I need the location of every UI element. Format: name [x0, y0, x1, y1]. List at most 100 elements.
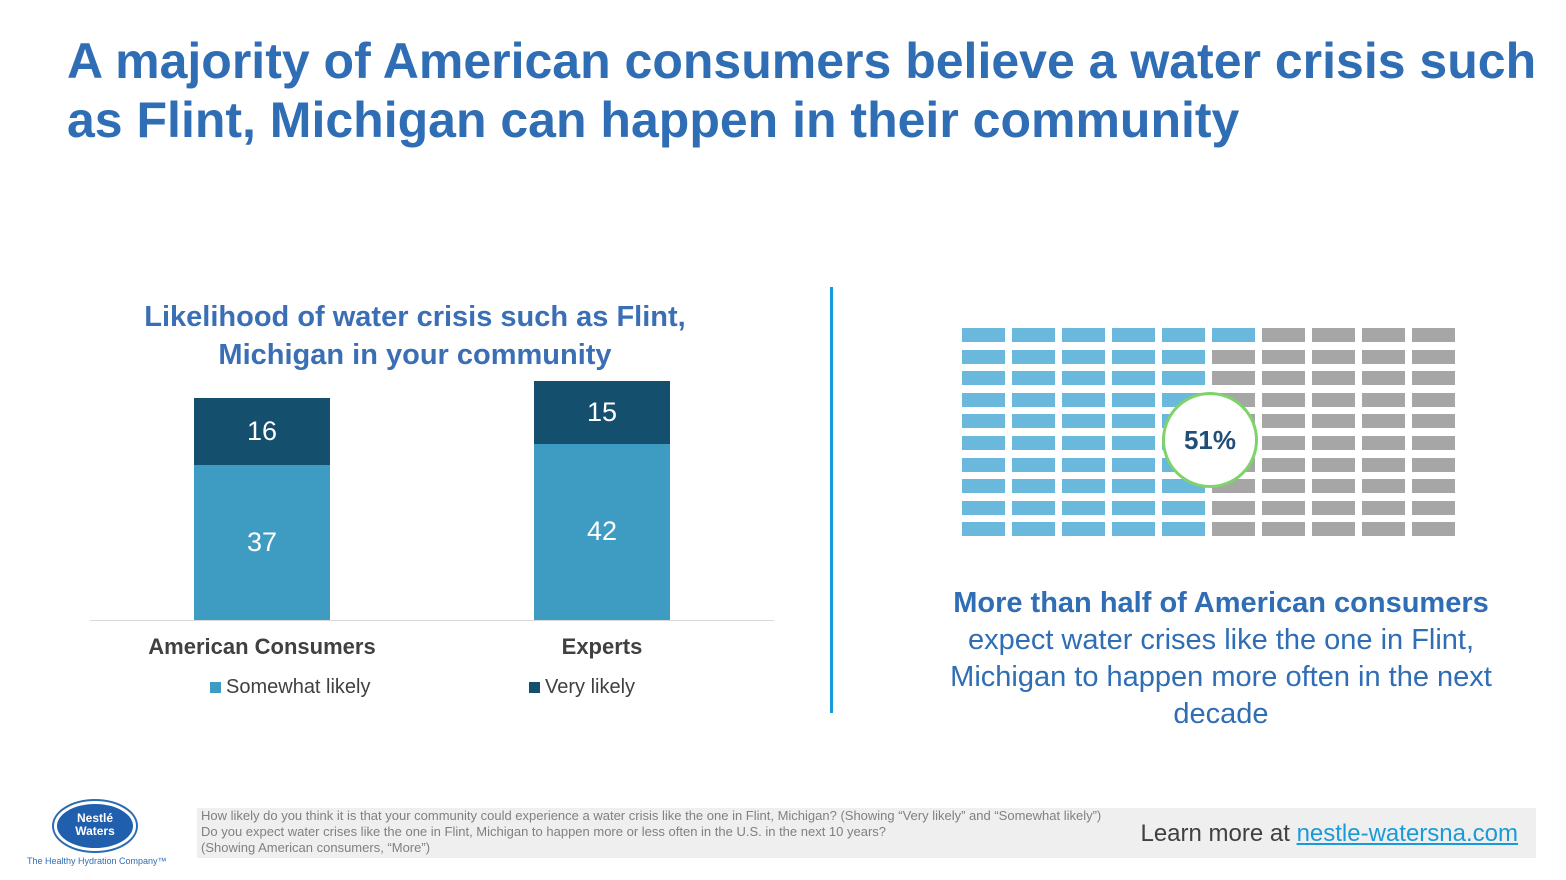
waffle-cell-empty — [1262, 392, 1305, 407]
waffle-cell-empty — [1412, 500, 1455, 515]
waffle-cell-empty — [1362, 436, 1405, 450]
logo-line-2: Waters — [75, 824, 115, 838]
percent-badge: 51% — [1162, 392, 1258, 488]
logo-line-1: Nestlé — [77, 811, 113, 825]
waffle-cell-filled — [1212, 328, 1255, 342]
data-label: 15 — [586, 397, 618, 428]
waffle-cell-empty — [1412, 479, 1455, 494]
waffle-cell-empty — [1262, 500, 1305, 515]
nestle-waters-logo: Nestlé Waters — [52, 799, 138, 853]
waffle-cell-empty — [1312, 392, 1355, 407]
waffle-cell-empty — [1412, 414, 1455, 429]
waffle-cell-empty — [1312, 500, 1355, 515]
footer-bar — [197, 808, 1536, 858]
bar-american-consumers: 16 37 — [194, 397, 330, 620]
waffle-cell-empty — [1212, 349, 1255, 364]
waffle-cell-filled — [1012, 500, 1055, 515]
learn-more: Learn more at nestle-watersna.com — [1140, 820, 1518, 848]
waffle-cell-filled — [1062, 371, 1105, 386]
footnote-line: How likely do you think it is that your … — [201, 808, 1102, 823]
waffle-cell-empty — [1262, 371, 1305, 386]
waffle-cell-empty — [1212, 500, 1255, 515]
waffle-cell-filled — [1062, 479, 1105, 494]
data-label: 42 — [586, 516, 618, 547]
waffle-cell-filled — [1012, 479, 1055, 494]
category-label-american-consumers: American Consumers — [148, 634, 376, 659]
waffle-cell-filled — [1112, 414, 1155, 429]
waffle-cell-filled — [962, 349, 1005, 364]
website-link[interactable]: nestle-watersna.com — [1296, 820, 1518, 847]
waffle-cell-empty — [1412, 457, 1455, 472]
waffle-cell-filled — [962, 392, 1005, 407]
waffle-cell-empty — [1362, 500, 1405, 515]
waffle-cell-empty — [1312, 414, 1355, 429]
callout-bold: More than half of American consumers — [953, 587, 1489, 619]
footnote: How likely do you think it is that your … — [201, 808, 1151, 856]
waffle-cell-empty — [1412, 522, 1455, 537]
waffle-cell-empty — [1312, 349, 1355, 364]
waffle-cell-filled — [1012, 436, 1055, 450]
waffle-cell-empty — [1412, 371, 1455, 386]
waffle-cell-empty — [1362, 349, 1405, 364]
waffle-cell-empty — [1262, 349, 1305, 364]
waffle-cell-filled — [1162, 349, 1205, 364]
data-label: 37 — [246, 526, 278, 557]
waffle-cell-filled — [1062, 457, 1105, 472]
waffle-cell-filled — [1012, 328, 1055, 342]
waffle-cell-filled — [962, 328, 1005, 342]
waffle-cell-filled — [1112, 457, 1155, 472]
waffle-cell-empty — [1362, 457, 1405, 472]
waffle-cell-empty — [1362, 392, 1405, 407]
waffle-cell-empty — [1362, 479, 1405, 494]
waffle-cell-empty — [1262, 457, 1305, 472]
waffle-cell-filled — [962, 414, 1005, 429]
waffle-cell-filled — [1062, 522, 1105, 537]
waffle-cell-filled — [1162, 371, 1205, 386]
page-title: A majority of American consumers believe… — [67, 33, 1537, 148]
category-label-experts: Experts — [561, 634, 643, 659]
waffle-cell-empty — [1262, 522, 1305, 537]
legend-label: Somewhat likely — [226, 676, 371, 698]
waffle-cell-empty — [1262, 328, 1305, 342]
waffle-cell-filled — [1062, 500, 1105, 515]
waffle-cell-filled — [962, 371, 1005, 386]
waffle-cell-filled — [1162, 328, 1205, 342]
waffle-cell-filled — [1062, 436, 1105, 450]
waffle-cell-filled — [1012, 349, 1055, 364]
vertical-divider — [830, 287, 833, 713]
bar-segment-somewhat-likely-experts: 42 — [534, 444, 670, 620]
waffle-cell-empty — [1312, 371, 1355, 386]
footnote-line: Do you expect water crises like the one … — [201, 824, 887, 839]
waffle-cell-filled — [1112, 436, 1155, 450]
waffle-cell-empty — [1362, 328, 1405, 342]
waffle-cell-filled — [1112, 500, 1155, 515]
callout-text: More than half of American consumers exp… — [920, 585, 1522, 733]
waffle-cell-filled — [1012, 522, 1055, 537]
waffle-cell-empty — [1312, 436, 1355, 450]
waffle-cell-filled — [1012, 457, 1055, 472]
waffle-cell-filled — [1062, 349, 1105, 364]
waffle-cell-filled — [1112, 349, 1155, 364]
logo-tagline: The Healthy Hydration Company™ — [27, 856, 167, 866]
waffle-cell-filled — [962, 479, 1005, 494]
waffle-cell-filled — [1012, 392, 1055, 407]
waffle-cell-empty — [1312, 457, 1355, 472]
waffle-cell-empty — [1362, 371, 1405, 386]
waffle-cell-empty — [1262, 479, 1305, 494]
waffle-cell-filled — [962, 436, 1005, 450]
waffle-cell-filled — [962, 500, 1005, 515]
bar-segment-very-likely-american-consumers: 16 — [194, 397, 330, 465]
legend-swatch-somewhat-likely — [210, 682, 221, 693]
waffle-cell-empty — [1412, 349, 1455, 364]
legend-item-very-likely: Very likely — [529, 676, 635, 699]
waffle-cell-filled — [1162, 522, 1205, 537]
legend-item-somewhat-likely: Somewhat likely — [210, 676, 371, 699]
bar-experts: 15 42 — [534, 381, 670, 620]
waffle-cell-filled — [1112, 522, 1155, 537]
footnote-line: (Showing American consumers, “More”) — [201, 840, 431, 855]
waffle-cell-filled — [1112, 392, 1155, 407]
waffle-cell-filled — [1012, 371, 1055, 386]
waffle-cell-empty — [1412, 328, 1455, 342]
waffle-cell-empty — [1212, 522, 1255, 537]
waffle-cell-empty — [1362, 414, 1405, 429]
